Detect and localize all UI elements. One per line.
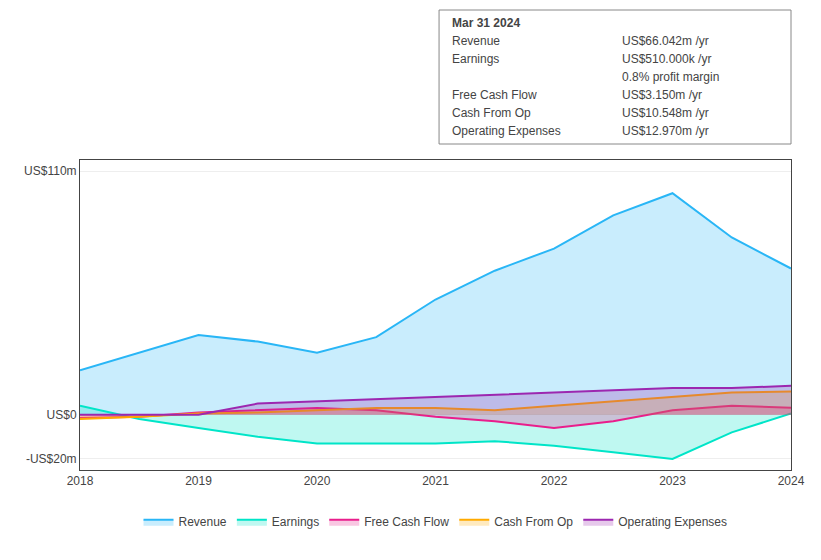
svg-text:2018: 2018	[67, 474, 94, 488]
svg-text:US$66.042m /yr: US$66.042m /yr	[622, 34, 709, 48]
svg-text:Earnings: Earnings	[452, 52, 499, 66]
svg-text:Cash From Op: Cash From Op	[452, 106, 531, 120]
svg-text:Free Cash Flow: Free Cash Flow	[364, 515, 449, 529]
svg-text:Free Cash Flow: Free Cash Flow	[452, 88, 537, 102]
svg-text:2024: 2024	[778, 474, 805, 488]
svg-text:2023: 2023	[659, 474, 686, 488]
svg-text:US$12.970m /yr: US$12.970m /yr	[622, 124, 709, 138]
svg-text:US$3.150m /yr: US$3.150m /yr	[622, 88, 702, 102]
svg-text:-US$20m: -US$20m	[26, 452, 77, 466]
svg-text:Cash From Op: Cash From Op	[494, 515, 573, 529]
svg-text:Mar 31 2024: Mar 31 2024	[452, 16, 520, 30]
svg-text:Operating Expenses: Operating Expenses	[618, 515, 727, 529]
svg-text:2022: 2022	[541, 474, 568, 488]
svg-text:2019: 2019	[185, 474, 212, 488]
svg-text:Revenue: Revenue	[179, 515, 227, 529]
svg-text:US$510.000k /yr: US$510.000k /yr	[622, 52, 711, 66]
svg-text:Earnings: Earnings	[272, 515, 319, 529]
svg-text:Revenue: Revenue	[452, 34, 500, 48]
svg-text:Operating Expenses: Operating Expenses	[452, 124, 561, 138]
svg-text:US$10.548m /yr: US$10.548m /yr	[622, 106, 709, 120]
svg-text:2020: 2020	[304, 474, 331, 488]
svg-text:US$0: US$0	[47, 408, 77, 422]
svg-text:2021: 2021	[422, 474, 449, 488]
svg-text:US$110m: US$110m	[24, 164, 76, 178]
svg-text:0.8% profit margin: 0.8% profit margin	[622, 70, 719, 84]
